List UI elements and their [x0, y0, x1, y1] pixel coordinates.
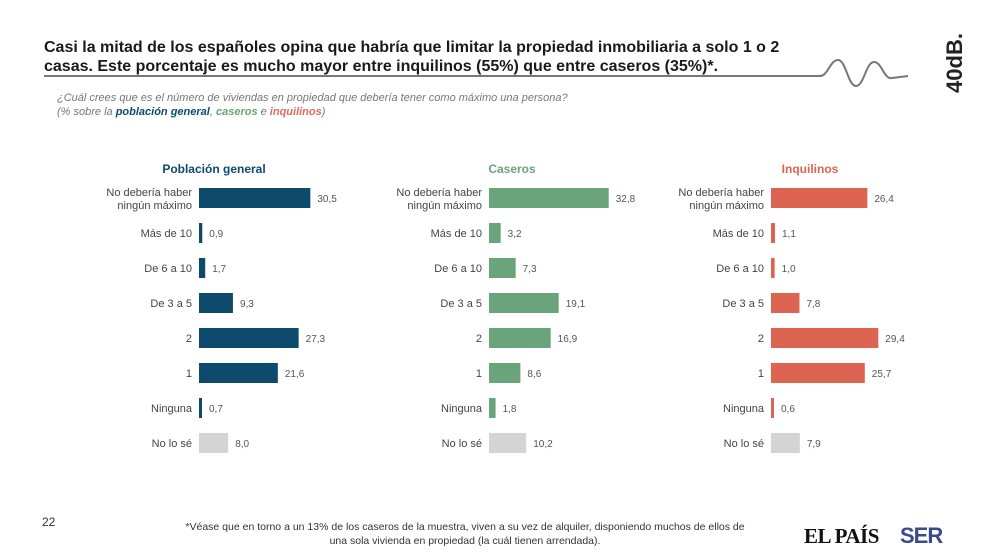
value-label: 7,9	[807, 439, 821, 450]
value-label: 0,6	[781, 404, 795, 415]
category-label: 2	[758, 333, 764, 345]
bar-inquilinos	[771, 398, 774, 418]
title-line-1: Casi la mitad de los españoles opina que…	[44, 39, 780, 56]
value-label: 10,2	[533, 439, 553, 450]
value-label: 1,7	[212, 264, 226, 275]
bar-poblacion-general	[199, 363, 278, 383]
chart-title-poblacion-general: Población general	[162, 162, 265, 176]
bar-caseros	[489, 328, 551, 348]
value-label: 16,9	[558, 334, 578, 345]
bar-caseros	[489, 398, 496, 418]
legend-caseros: caseros	[215, 106, 258, 118]
bar-caseros	[489, 258, 516, 278]
category-label: ningún máximo	[407, 200, 482, 212]
bar-poblacion-general	[199, 223, 203, 243]
category-label: No lo sé	[724, 438, 764, 450]
value-label: 26,4	[874, 194, 894, 205]
category-label: No debería haber	[396, 187, 482, 199]
category-label: No debería haber	[678, 187, 764, 199]
footnote: *Véase que en torno a un 13% de los case…	[185, 521, 745, 547]
bar-caseros	[489, 223, 501, 243]
value-label: 0,7	[209, 404, 223, 415]
chart-title-inquilinos: Inquilinos	[782, 162, 839, 176]
bar-poblacion-general	[199, 293, 233, 313]
category-label: Ninguna	[723, 403, 765, 415]
title-line-2: casas. Este porcentaje es mucho mayor en…	[44, 58, 719, 75]
category-label: 2	[186, 333, 192, 345]
value-label: 30,5	[317, 194, 337, 205]
category-label: 1	[476, 368, 482, 380]
value-label: 7,8	[806, 299, 820, 310]
value-label: 9,3	[240, 299, 254, 310]
chart-title-caseros: Caseros	[488, 162, 536, 176]
category-label: De 3 a 5	[440, 298, 482, 310]
page-title: Casi la mitad de los españoles opina que…	[44, 38, 844, 76]
value-label: 21,6	[285, 369, 305, 380]
page-number: 22	[42, 515, 56, 529]
category-label: No lo sé	[442, 438, 482, 450]
question-line-2: (% sobre la población general, caseros e…	[57, 106, 326, 118]
value-label: 25,7	[872, 369, 892, 380]
bar-inquilinos	[771, 188, 868, 208]
bar-caseros	[489, 363, 521, 383]
bar-poblacion-general	[199, 258, 206, 278]
bar-inquilinos	[771, 363, 865, 383]
category-label: De 3 a 5	[722, 298, 764, 310]
bar-inquilinos	[771, 293, 800, 313]
category-label: ningún máximo	[689, 200, 764, 212]
ser-logo: SER	[900, 523, 943, 548]
value-label: 1,0	[782, 264, 796, 275]
category-label: Más de 10	[141, 228, 192, 240]
category-label: ningún máximo	[117, 200, 192, 212]
value-label: 7,3	[523, 264, 537, 275]
category-label: No debería haber	[106, 187, 192, 199]
value-label: 1,1	[782, 229, 796, 240]
category-label: De 3 a 5	[150, 298, 192, 310]
category-label: De 6 a 10	[144, 263, 192, 275]
value-label: 1,8	[503, 404, 517, 415]
category-label: No lo sé	[152, 438, 192, 450]
category-label: Ninguna	[441, 403, 483, 415]
el-pais-logo: EL PAÍS	[804, 524, 879, 548]
bar-poblacion-general	[199, 398, 202, 418]
value-label: 29,4	[885, 334, 905, 345]
category-label: Ninguna	[151, 403, 193, 415]
value-label: 3,2	[508, 229, 522, 240]
category-label: 1	[758, 368, 764, 380]
legend-inquilinos: inquilinos	[269, 106, 322, 118]
question-text: ¿Cuál crees que es el número de vivienda…	[57, 91, 568, 119]
value-label: 32,8	[616, 194, 636, 205]
value-label: 8,0	[235, 439, 249, 450]
question-line-1: ¿Cuál crees que es el número de vivienda…	[57, 92, 568, 104]
bar-inquilinos	[771, 433, 800, 453]
legend-poblacion-general: población general	[115, 106, 210, 118]
category-label: De 6 a 10	[434, 263, 482, 275]
title-rule-wave	[44, 58, 909, 88]
category-label: 1	[186, 368, 192, 380]
category-label: Más de 10	[431, 228, 482, 240]
bar-caseros	[489, 188, 609, 208]
category-label: De 6 a 10	[716, 263, 764, 275]
bar-inquilinos	[771, 328, 879, 348]
bar-caseros	[489, 293, 559, 313]
value-label: 8,6	[527, 369, 541, 380]
value-label: 0,9	[209, 229, 223, 240]
bar-caseros	[489, 433, 527, 453]
value-label: 27,3	[306, 334, 326, 345]
category-label: Más de 10	[713, 228, 764, 240]
category-label: 2	[476, 333, 482, 345]
bar-inquilinos	[771, 223, 776, 243]
bar-poblacion-general	[199, 188, 311, 208]
bar-inquilinos	[771, 258, 775, 278]
bar-poblacion-general	[199, 328, 299, 348]
value-label: 19,1	[566, 299, 586, 310]
bar-poblacion-general	[199, 433, 229, 453]
